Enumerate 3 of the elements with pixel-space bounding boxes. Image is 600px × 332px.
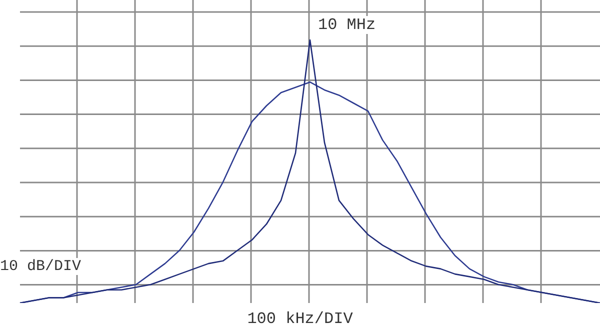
x-axis-title: 100 kHz/DIV bbox=[246, 310, 354, 328]
y-axis-title: 10 dB/DIV bbox=[0, 258, 82, 275]
text: 10 MHz bbox=[318, 16, 376, 34]
